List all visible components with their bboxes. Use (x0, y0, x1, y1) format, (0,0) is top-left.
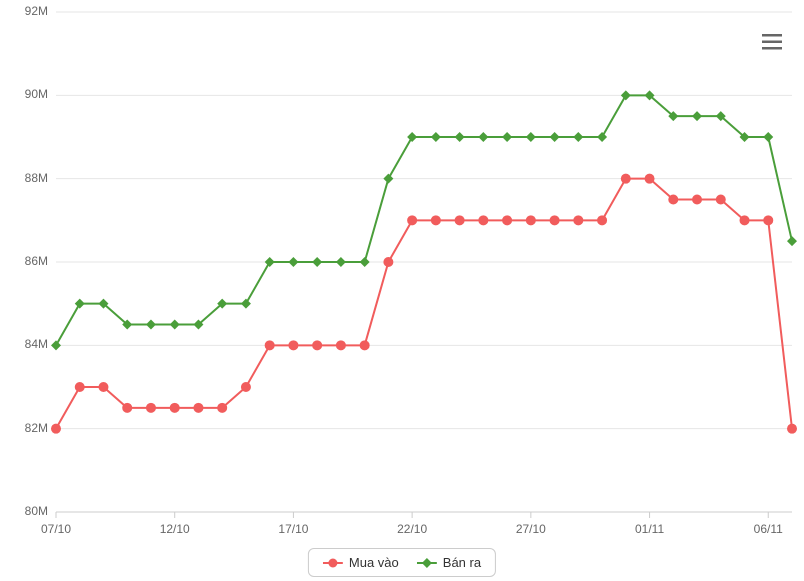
x-tick-label: 22/10 (397, 522, 427, 536)
legend-label: Mua vào (349, 555, 399, 570)
plot-area (0, 0, 804, 581)
legend-item-sell[interactable]: Bán ra (417, 555, 481, 570)
diamond-marker-icon (417, 556, 437, 570)
x-tick-label: 12/10 (160, 522, 190, 536)
y-tick-label: 80M (8, 504, 48, 518)
x-tick-label: 01/11 (635, 522, 664, 536)
y-tick-label: 82M (8, 421, 48, 435)
x-tick-label: 07/10 (41, 522, 71, 536)
x-tick-label: 17/10 (278, 522, 308, 536)
legend-item-buy[interactable]: Mua vào (323, 555, 399, 570)
legend-label: Bán ra (443, 555, 481, 570)
circle-marker-icon (323, 556, 343, 570)
y-tick-label: 84M (8, 337, 48, 351)
x-tick-label: 27/10 (516, 522, 546, 536)
legend: Mua vào Bán ra (308, 548, 496, 577)
y-tick-label: 88M (8, 171, 48, 185)
y-tick-label: 92M (8, 4, 48, 18)
y-tick-label: 86M (8, 254, 48, 268)
y-tick-label: 90M (8, 87, 48, 101)
x-tick-label: 06/11 (754, 522, 783, 536)
price-chart: 80M 82M 84M 86M 88M 90M 92M 07/10 12/10 17/10 22/… (0, 0, 804, 581)
